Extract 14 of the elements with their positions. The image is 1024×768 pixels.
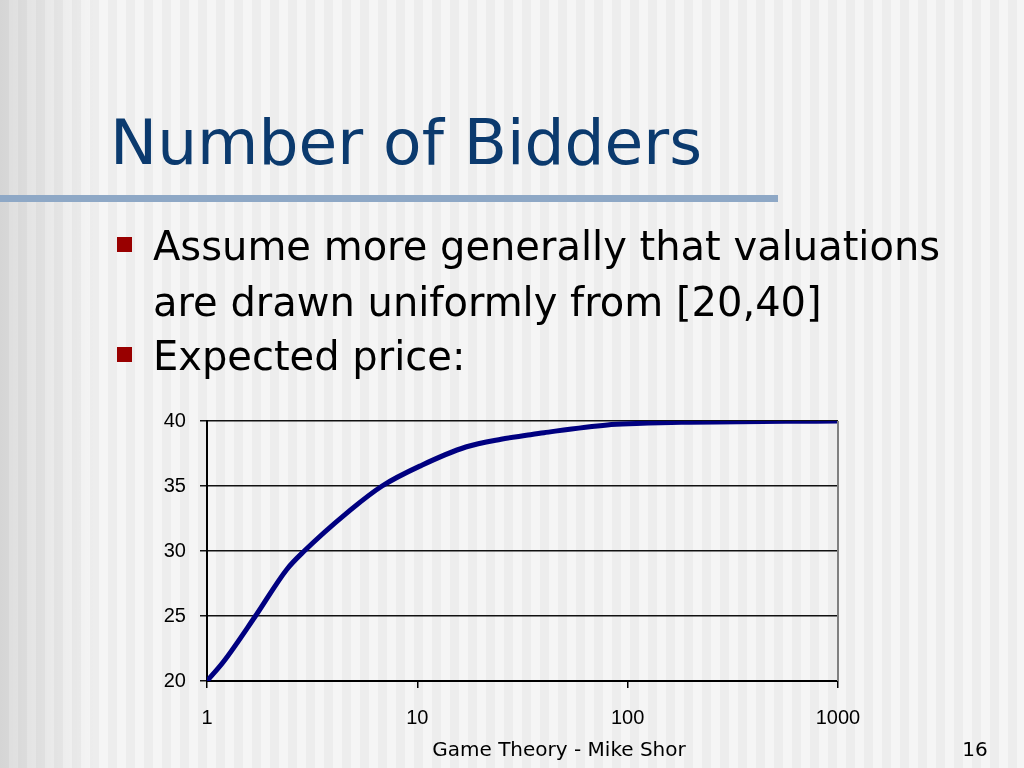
x-tick-label: 100 xyxy=(610,705,645,728)
x-tick-label: 10 xyxy=(406,705,429,728)
text: Game Theory - Mike Shor xyxy=(432,737,686,761)
chart-title: Number of Bidders xyxy=(110,105,703,181)
text: Assume more generally that valuations are drawn uniformly from [20,40] xyxy=(153,223,941,325)
y-tick-label: 20 xyxy=(163,668,186,691)
y-tick-label: 25 xyxy=(163,603,186,626)
y-tick-label: 40 xyxy=(163,408,186,431)
y-tick-label: 30 xyxy=(163,538,186,561)
x-tick-label: 1 xyxy=(201,705,213,728)
x-tick-label: 1000 xyxy=(815,705,861,728)
text: Expected price: xyxy=(153,333,466,379)
text: 16 xyxy=(962,737,988,761)
y-tick-label: 35 xyxy=(163,473,186,496)
